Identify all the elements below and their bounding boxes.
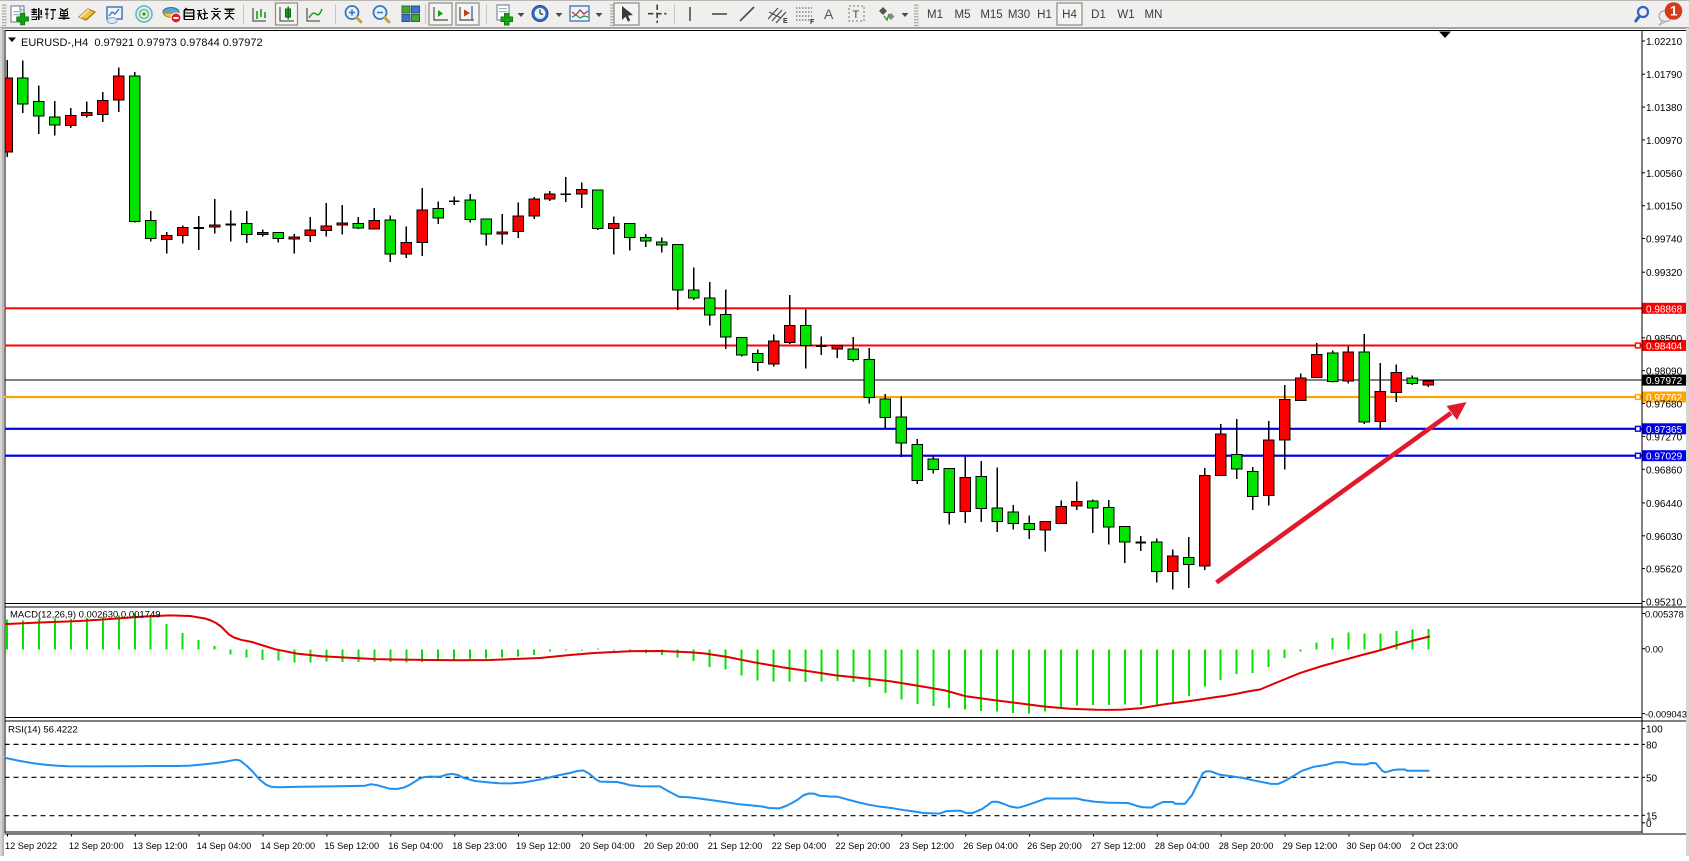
svg-text:0.99740: 0.99740 [1646, 235, 1683, 246]
svg-text:H1: H1 [1037, 9, 1052, 21]
svg-text:50: 50 [1646, 773, 1658, 784]
svg-text:0.005378: 0.005378 [1645, 610, 1684, 620]
svg-text:23 Sep 12:00: 23 Sep 12:00 [899, 841, 954, 851]
svg-text:MN: MN [1145, 9, 1163, 21]
svg-text:0.95620: 0.95620 [1646, 565, 1683, 576]
svg-text:0.97972: 0.97972 [1646, 376, 1683, 387]
svg-text:0.96860: 0.96860 [1646, 465, 1683, 476]
svg-text:H4: H4 [1062, 9, 1077, 21]
svg-text:1: 1 [1670, 4, 1678, 19]
svg-text:0.97365: 0.97365 [1646, 425, 1683, 436]
svg-text:29 Sep 12:00: 29 Sep 12:00 [1283, 841, 1338, 851]
svg-text:22 Sep 04:00: 22 Sep 04:00 [772, 841, 827, 851]
svg-text:1.00970: 1.00970 [1646, 136, 1683, 147]
svg-text:13 Sep 12:00: 13 Sep 12:00 [133, 841, 188, 851]
svg-text:0.98500: 0.98500 [1646, 334, 1683, 345]
svg-text:0: 0 [1646, 819, 1652, 830]
svg-text:RSI(14) 56.4222: RSI(14) 56.4222 [8, 725, 78, 736]
svg-text:0.97680: 0.97680 [1646, 400, 1683, 411]
svg-text:26 Sep 20:00: 26 Sep 20:00 [1027, 841, 1082, 851]
svg-text:M30: M30 [1008, 9, 1030, 21]
svg-text:1.01380: 1.01380 [1646, 103, 1683, 114]
svg-text:0.98868: 0.98868 [1646, 304, 1683, 315]
svg-text:D1: D1 [1091, 9, 1106, 21]
svg-text:26 Sep 04:00: 26 Sep 04:00 [963, 841, 1018, 851]
svg-text:22 Sep 20:00: 22 Sep 20:00 [835, 841, 890, 851]
svg-text:1.00150: 1.00150 [1646, 202, 1683, 213]
svg-text:0.99320: 0.99320 [1646, 268, 1683, 279]
svg-text:80: 80 [1646, 740, 1658, 751]
svg-text:0.96440: 0.96440 [1646, 499, 1683, 510]
svg-text:21 Sep 12:00: 21 Sep 12:00 [708, 841, 763, 851]
svg-text:M5: M5 [955, 9, 971, 21]
svg-text:15 Sep 12:00: 15 Sep 12:00 [324, 841, 379, 851]
svg-text:MACD(12,26,9) 0.002630 0.00174: MACD(12,26,9) 0.002630 0.001749 [10, 610, 161, 621]
svg-text:1.02210: 1.02210 [1646, 37, 1683, 48]
svg-text:T: T [853, 9, 860, 21]
svg-text:12 Sep 2022: 12 Sep 2022 [5, 841, 57, 851]
svg-text:100: 100 [1646, 725, 1663, 736]
svg-text:0.98090: 0.98090 [1646, 367, 1683, 378]
svg-text:0.97762: 0.97762 [1646, 393, 1683, 404]
svg-text:A: A [824, 6, 834, 22]
svg-text:1.01790: 1.01790 [1646, 70, 1683, 81]
svg-text:12 Sep 20:00: 12 Sep 20:00 [69, 841, 124, 851]
svg-text:20 Sep 20:00: 20 Sep 20:00 [644, 841, 699, 851]
svg-text:0.00: 0.00 [1645, 645, 1663, 655]
svg-text:19 Sep 12:00: 19 Sep 12:00 [516, 841, 571, 851]
svg-text:M15: M15 [980, 9, 1002, 21]
svg-text:E: E [783, 18, 788, 25]
svg-text:W1: W1 [1117, 9, 1134, 21]
svg-text:0.96030: 0.96030 [1646, 532, 1683, 543]
svg-text:16 Sep 04:00: 16 Sep 04:00 [388, 841, 443, 851]
svg-text:0.98404: 0.98404 [1646, 342, 1683, 353]
svg-text:0.95210: 0.95210 [1646, 598, 1683, 609]
svg-text:28 Sep 04:00: 28 Sep 04:00 [1155, 841, 1210, 851]
svg-text:0.97270: 0.97270 [1646, 432, 1683, 443]
svg-text:28 Sep 20:00: 28 Sep 20:00 [1219, 841, 1274, 851]
svg-text:1.00560: 1.00560 [1646, 169, 1683, 180]
svg-text:14 Sep 20:00: 14 Sep 20:00 [261, 841, 316, 851]
svg-text:30 Sep 04:00: 30 Sep 04:00 [1347, 841, 1402, 851]
svg-text:-0.009043: -0.009043 [1645, 710, 1687, 720]
svg-text:F: F [810, 19, 815, 26]
svg-text:14 Sep 04:00: 14 Sep 04:00 [197, 841, 252, 851]
svg-text:27 Sep 12:00: 27 Sep 12:00 [1091, 841, 1146, 851]
svg-text:EURUSD-,H4 0.97921 0.97973 0.: EURUSD-,H4 0.97921 0.97973 0.97844 0.979… [21, 37, 263, 49]
svg-text:M1: M1 [927, 9, 943, 21]
svg-text:0.97029: 0.97029 [1646, 452, 1683, 463]
svg-text:20 Sep 04:00: 20 Sep 04:00 [580, 841, 635, 851]
svg-text:2 Oct 23:00: 2 Oct 23:00 [1410, 841, 1458, 851]
svg-text:18 Sep 23:00: 18 Sep 23:00 [452, 841, 507, 851]
svg-text:15: 15 [1646, 811, 1658, 822]
